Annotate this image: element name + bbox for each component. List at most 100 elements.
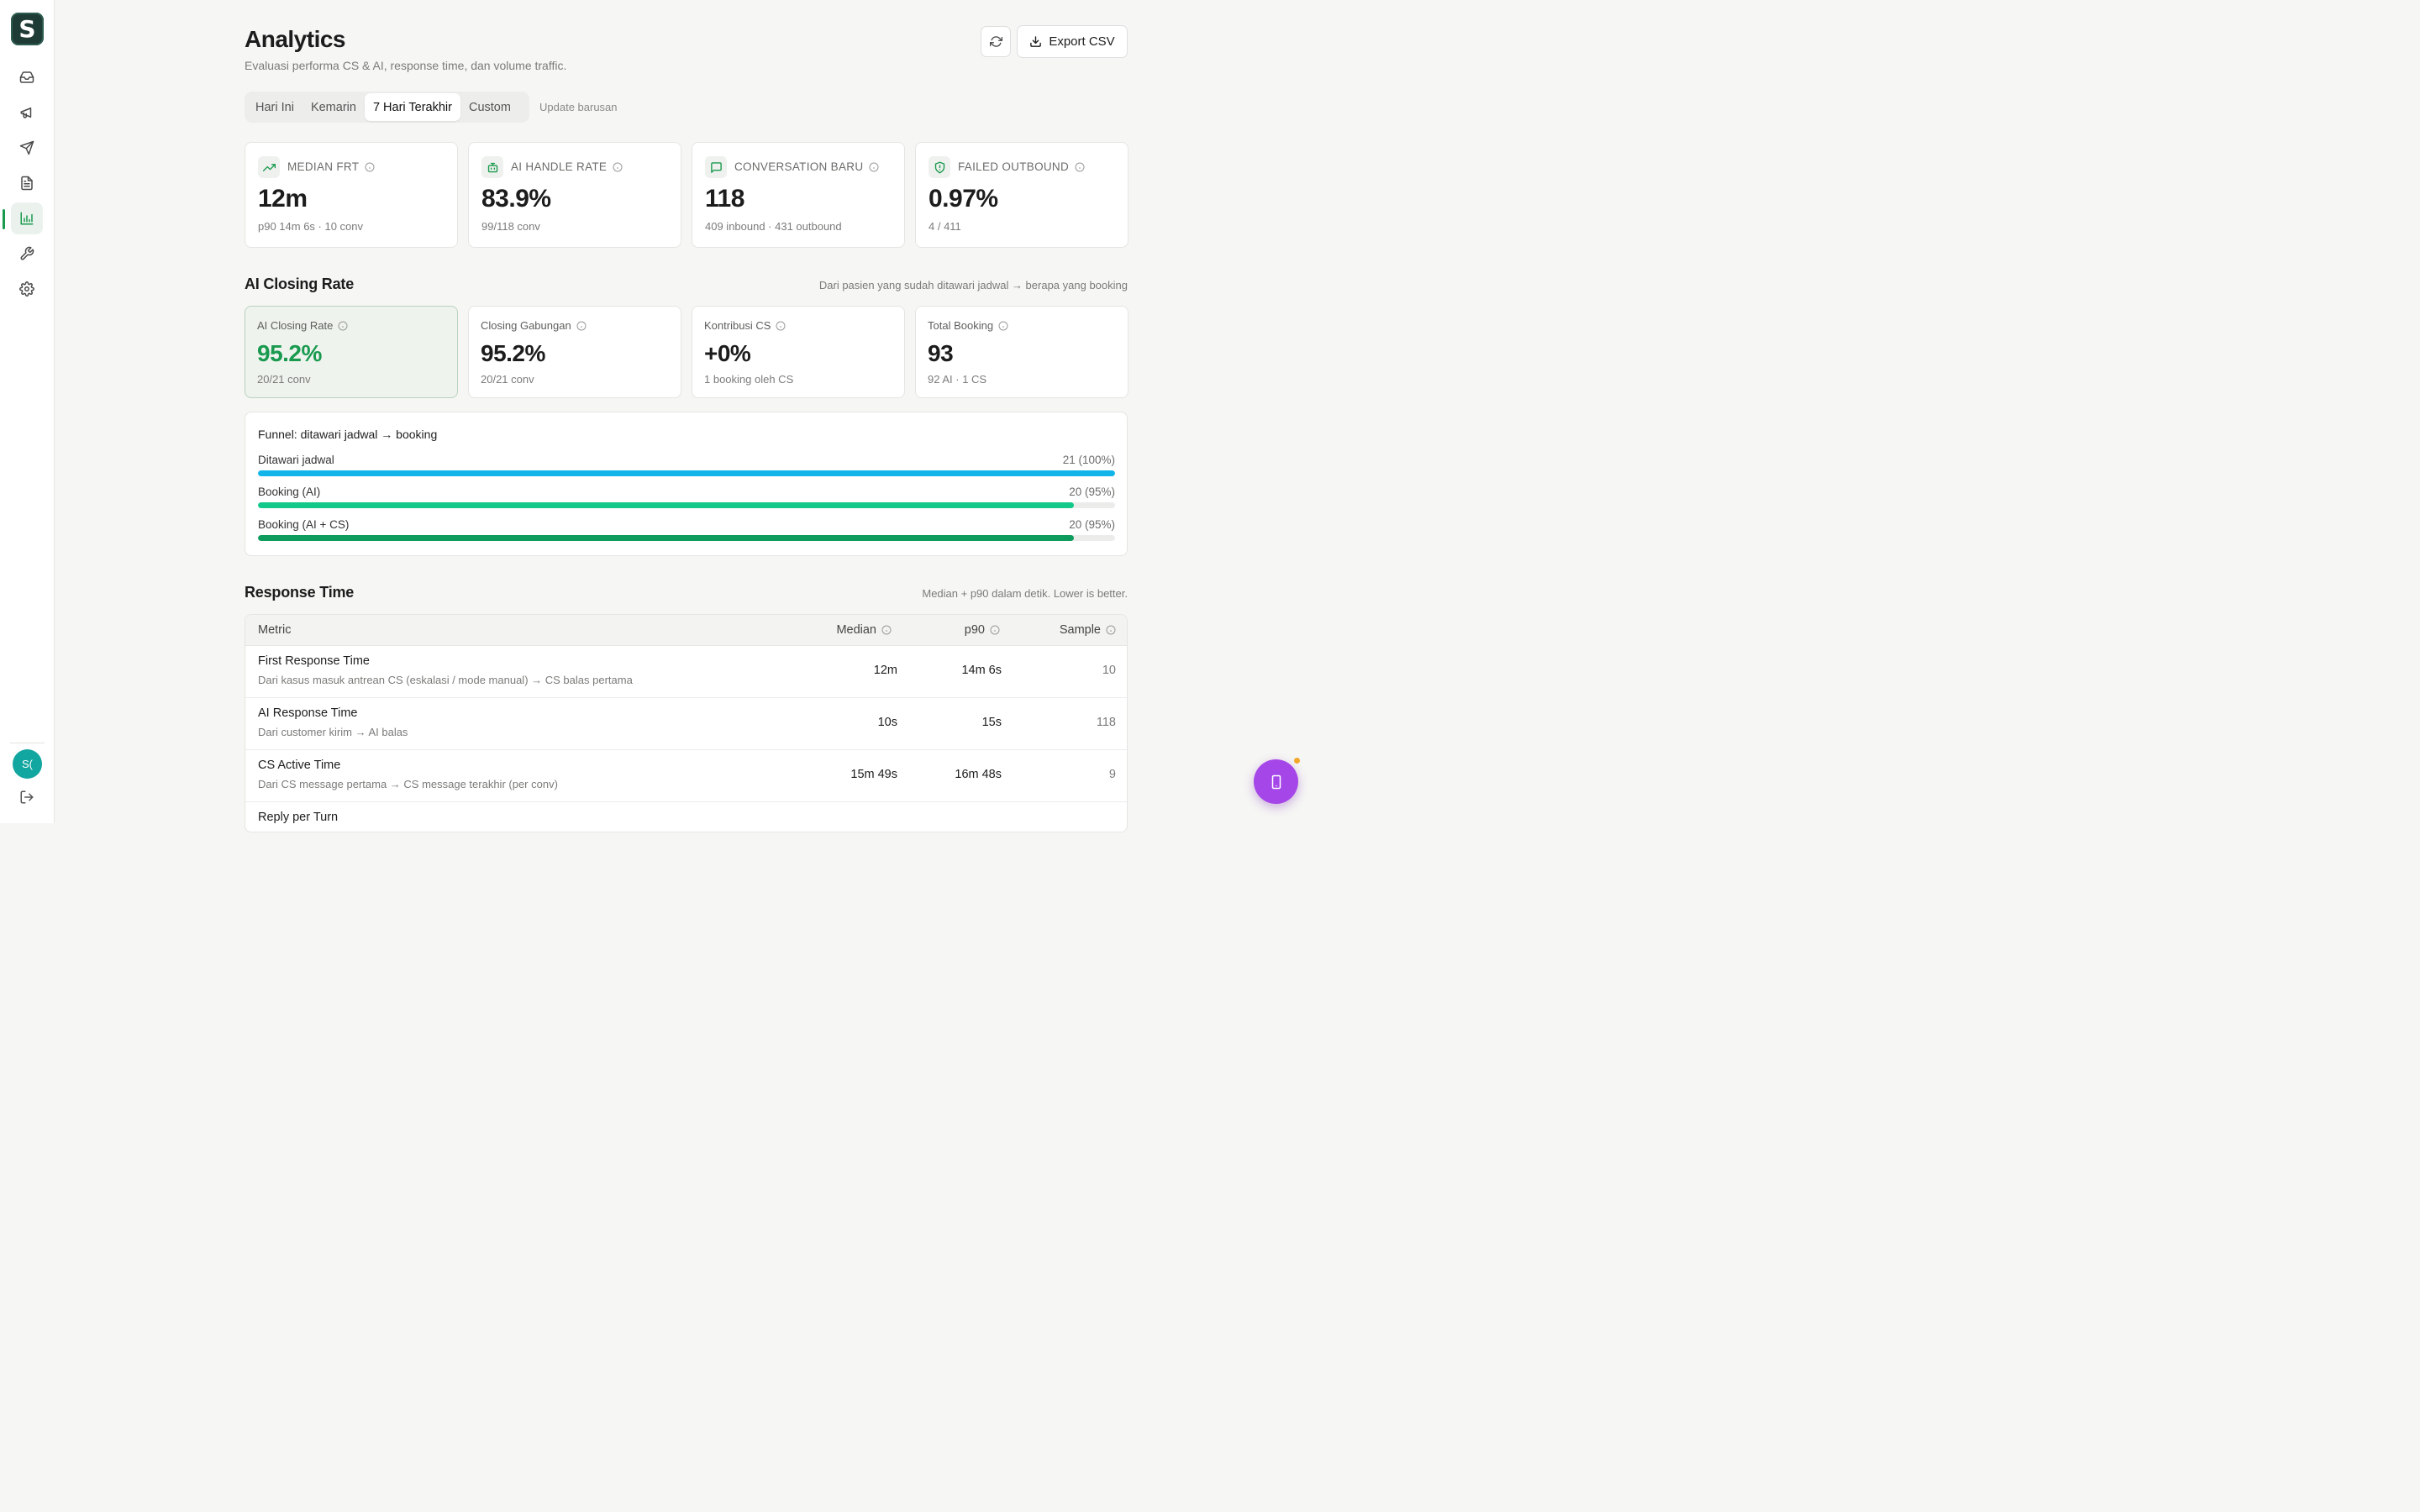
funnel-row: Booking (AI) 20 (95%) [258,486,1115,514]
funnel-row-count: 20 (95%) [1069,518,1115,531]
logout-icon[interactable] [19,790,34,805]
column-header-metric: Metric [258,623,291,637]
column-label: p90 [964,623,985,637]
kpi-label: FAILED OUTBOUND [958,160,1070,173]
notification-dot [1294,758,1300,764]
info-icon[interactable] [365,162,375,172]
table-row[interactable]: First Response Time Dari kasus masuk ant… [245,646,1127,698]
kpi-value: 12m [258,185,308,213]
nav-inbox[interactable] [11,61,43,93]
bot-icon [487,162,497,172]
wrench-icon [20,246,34,260]
nav-analytics[interactable] [11,202,43,234]
kpi-label: AI HANDLE RATE [511,160,608,173]
refresh-button[interactable] [981,26,1011,57]
metric-title: CS Active Time [258,759,341,772]
funnel-bar-track [258,502,1115,508]
nav-broadcast[interactable] [11,97,43,129]
sample-value: 118 [1096,716,1116,729]
info-icon[interactable] [576,321,587,331]
kpi-value: 83.9% [481,185,551,213]
funnel-bar-fill [258,470,1115,476]
funnel-row-label: Ditawari jadwal [258,454,334,466]
column-header-median: Median [836,623,892,637]
funnel-bar-track [258,470,1115,476]
closing-card-sub: 92 AI · 1 CS [928,373,987,386]
trending-up-icon [262,163,276,171]
closing-card-label: Total Booking [928,319,994,332]
export-csv-button[interactable]: Export CSV [1017,25,1128,58]
info-icon[interactable] [338,321,348,331]
table-row[interactable]: Reply per Turn [245,802,1127,832]
closing-card-label: AI Closing Rate [257,319,334,332]
tab-kemarin[interactable]: Kemarin [310,100,356,114]
column-label: Sample [1059,623,1101,637]
info-icon[interactable] [869,162,879,172]
document-icon [21,176,33,191]
metric-title: AI Response Time [258,706,358,720]
kpi-sub: 99/118 conv [481,220,540,233]
bar-chart-icon [20,212,34,225]
median-value: 10s [877,716,897,729]
closing-card-value: 95.2% [481,340,545,366]
kpi-value: 118 [705,185,744,213]
table-row[interactable]: AI Response Time Dari customer kirim → A… [245,698,1127,750]
kpi-value: 0.97% [929,185,998,213]
nav-send[interactable] [11,132,43,164]
column-label: Median [836,623,876,637]
metric-title: First Response Time [258,654,370,668]
shield-alert-icon [934,161,944,173]
funnel-title: Funnel: ditawari jadwal → booking [258,428,438,441]
refresh-icon [989,36,1002,47]
closing-card-kontribusi-cs: Kontribusi CS +0% 1 booking oleh CS [692,306,905,398]
median-value: 12m [873,664,897,677]
funnel-bar-fill [258,502,1075,508]
send-icon [19,140,34,155]
floating-device-button[interactable] [1254,759,1298,804]
tab-custom[interactable]: Custom [468,100,511,114]
info-icon[interactable] [1075,162,1085,172]
closing-card-gabungan: Closing Gabungan 95.2% 20/21 conv [468,306,681,398]
info-icon[interactable] [998,321,1008,331]
info-icon[interactable] [990,625,1000,635]
message-icon [710,161,722,173]
response-time-title: Response Time [245,584,355,601]
response-time-note: Median + p90 dalam detik. Lower is bette… [922,587,1128,600]
page-subtitle: Evaluasi performa CS & AI, response time… [245,59,567,72]
closing-section-note: Dari pasien yang sudah ditawari jadwal →… [818,279,1128,291]
nav-settings[interactable] [11,273,43,305]
metric-desc: Dari customer kirim → AI balas [258,726,408,738]
inbox-icon [19,71,34,83]
closing-card-sub: 1 booking oleh CS [704,373,794,386]
app-logo[interactable]: S [11,13,44,45]
kpi-card-ai-handle-rate: AI HANDLE RATE 83.9% 99/118 conv [468,142,681,248]
closing-card-label: Closing Gabungan [481,319,571,332]
table-row[interactable]: CS Active Time Dari CS message pertama →… [245,750,1127,802]
avatar[interactable]: S( [13,749,42,779]
nav-documents[interactable] [11,167,43,199]
update-status: Update barusan [539,101,618,113]
kpi-card-failed-outbound: FAILED OUTBOUND 0.97% 4 / 411 [915,142,1128,248]
median-value: 15m 49s [850,768,897,781]
closing-card-total-booking: Total Booking 93 92 AI · 1 CS [915,306,1128,398]
funnel-row-label: Booking (AI + CS) [258,518,350,531]
phone-icon [1271,774,1281,789]
closing-card-sub: 20/21 conv [257,373,311,386]
sample-value: 9 [1108,768,1116,781]
closing-card-label: Kontribusi CS [704,319,771,332]
info-icon[interactable] [613,162,623,172]
nav-tools[interactable] [11,238,43,270]
closing-section-title: AI Closing Rate [245,276,355,292]
metric-desc: Dari CS message pertama → CS message ter… [258,778,558,790]
sample-value: 10 [1102,664,1116,677]
info-icon[interactable] [1106,625,1116,635]
response-time-table: Metric Median p90 Sample First Response … [245,614,1128,832]
kpi-label: MEDIAN FRT [287,160,360,173]
closing-card-ai: AI Closing Rate 95.2% 20/21 conv [245,306,458,398]
tab-7-hari-terakhir[interactable]: 7 Hari Terakhir [364,93,460,121]
table-header: Metric Median p90 Sample [245,615,1127,646]
tab-hari-ini[interactable]: Hari Ini [255,100,294,114]
info-icon[interactable] [776,321,786,331]
info-icon[interactable] [881,625,892,635]
funnel-bar-fill [258,535,1075,541]
